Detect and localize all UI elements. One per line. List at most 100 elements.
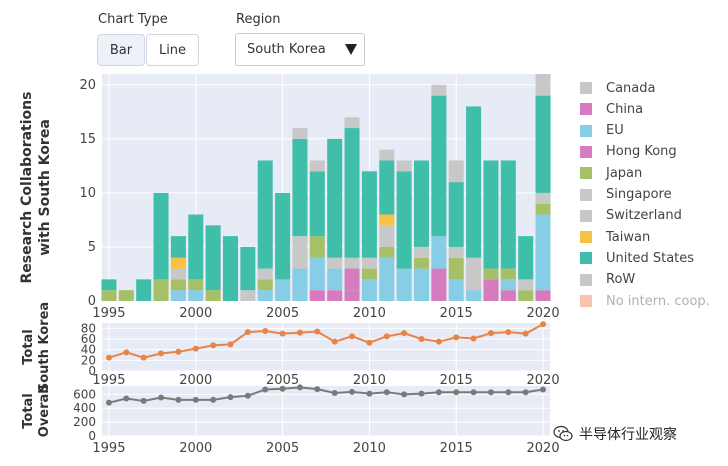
overall-point [123, 395, 130, 402]
bar-segment [240, 290, 256, 301]
legend-label: China [606, 101, 644, 117]
bar-segment [448, 257, 464, 280]
bar-segment [361, 257, 377, 269]
legend-item[interactable]: EU [580, 123, 624, 138]
bar-segment [205, 225, 221, 291]
bar-segment [361, 268, 377, 280]
bar-segment [188, 279, 204, 291]
bar-button[interactable]: Bar [97, 34, 145, 66]
wechat-icon [553, 425, 573, 442]
bar-segment [535, 214, 551, 291]
bar-segment [500, 268, 516, 280]
watermark: 半导体行业观察 [553, 424, 677, 444]
overall-point [105, 399, 112, 406]
bar-segment [309, 257, 325, 291]
korea-point [175, 348, 182, 355]
korea-point [366, 339, 373, 346]
korea-point [262, 328, 269, 334]
line-button[interactable]: Line [146, 34, 199, 66]
region-select[interactable]: South Korea [235, 33, 365, 66]
y-tick-label: 80 [81, 321, 96, 335]
bar-segment [535, 74, 551, 96]
korea-point [158, 350, 165, 357]
bar-segment [361, 279, 377, 301]
overall-point [227, 394, 234, 401]
x-tick-label: 2015 [440, 373, 473, 388]
korea-point [435, 338, 442, 345]
legend-label: Switzerland [606, 208, 682, 224]
x-tick-label: 2010 [353, 373, 386, 388]
bar-segment [448, 182, 464, 247]
legend-item[interactable]: Japan [580, 165, 643, 181]
overall-point [505, 389, 512, 396]
x-tick-label: 2005 [266, 441, 299, 456]
legend-item[interactable]: Switzerland [580, 208, 682, 224]
overall-point [540, 386, 547, 393]
korea-point [210, 342, 217, 349]
legend-item[interactable]: RoW [580, 272, 635, 287]
legend-item[interactable]: United States [580, 250, 695, 266]
korea-point [123, 349, 130, 356]
legend-swatch [580, 82, 592, 94]
overall-point [522, 389, 529, 396]
bar-segment [309, 160, 325, 172]
korea-point [540, 321, 547, 328]
legend-label: Japan [606, 165, 643, 181]
overall-point [435, 389, 442, 396]
bar-segment [535, 203, 551, 215]
bar-segment [466, 290, 482, 301]
bar-segment [101, 279, 117, 291]
chart-type-label: Chart Type [98, 12, 168, 27]
legend-label: United States [606, 250, 695, 266]
bar-segment [535, 290, 551, 301]
bar-segment [414, 246, 430, 258]
overall-point [262, 386, 269, 393]
bar-segment [535, 192, 551, 204]
overall-point [366, 390, 373, 397]
overall-point [314, 386, 321, 393]
overall-point [244, 392, 251, 399]
overall-point [192, 396, 199, 403]
korea-point [401, 330, 408, 337]
legend-item[interactable]: Taiwan [580, 230, 650, 245]
legend-item[interactable]: Canada [580, 80, 656, 96]
legend-swatch [580, 295, 592, 307]
overall-point [279, 385, 286, 392]
legend-swatch [580, 145, 592, 158]
bar-segment [431, 236, 447, 269]
y-axis-title: TotalSouth Korea [21, 302, 52, 392]
legend-label: Canada [606, 80, 656, 96]
x-tick-label: 2020 [527, 306, 560, 321]
bar-segment [188, 290, 204, 301]
bar-segment [483, 279, 499, 301]
bar-segment [500, 160, 516, 269]
bar-segment [222, 236, 238, 301]
legend-item[interactable]: Hong Kong [580, 144, 677, 159]
korea-point [470, 335, 477, 342]
legend-item[interactable]: Singapore [580, 187, 672, 202]
bar-segment [136, 279, 152, 301]
bar-segment [414, 257, 430, 269]
legend-item[interactable]: No intern. coop. [580, 294, 710, 309]
legend-item[interactable]: China [580, 101, 644, 117]
x-tick-label: 2000 [179, 306, 212, 321]
overall-point [487, 389, 494, 396]
overall-point [175, 396, 182, 403]
bar-segment [483, 268, 499, 280]
y-tick-label: 10 [79, 186, 96, 201]
bar-segment [170, 268, 186, 280]
korea-point [349, 333, 356, 340]
bar-segment [414, 268, 430, 301]
bar-segment [257, 268, 273, 280]
legend-swatch [580, 273, 592, 286]
bar-segment [379, 149, 395, 161]
y-tick-label: 15 [79, 132, 96, 147]
x-tick-label: 2005 [266, 306, 299, 321]
bar-segment [518, 290, 534, 301]
bar-segment [379, 257, 395, 301]
y-tick-label: 0 [88, 364, 96, 378]
bar-segment [344, 257, 360, 269]
bar-segment [292, 236, 308, 269]
bar-segment [396, 268, 412, 301]
y-tick-label: 600 [73, 387, 96, 401]
